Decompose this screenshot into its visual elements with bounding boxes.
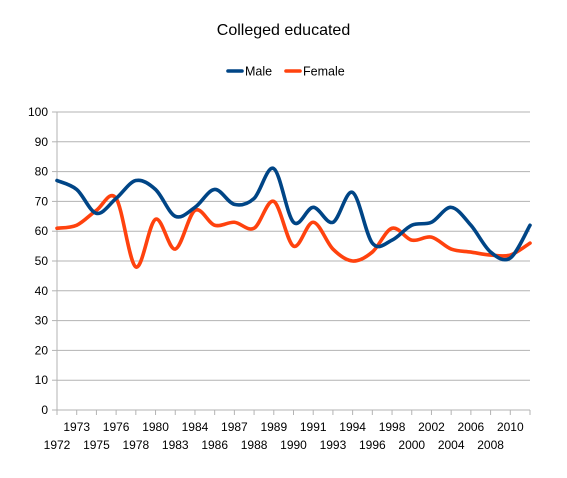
y-tick-label: 70: [35, 194, 49, 208]
x-tick-label: 2002: [418, 420, 445, 434]
x-tick-label: 1993: [320, 438, 347, 452]
legend-label-male: Male: [245, 65, 272, 79]
y-tick-label: 10: [35, 373, 49, 387]
x-tick-label: 2008: [477, 438, 504, 452]
y-tick-label: 80: [35, 165, 49, 179]
x-tick-label: 2010: [497, 420, 524, 434]
x-tick-label: 1996: [359, 438, 386, 452]
legend-label-female: Female: [303, 65, 345, 79]
x-tick-label: 1989: [260, 420, 287, 434]
x-tick-label: 1983: [162, 438, 189, 452]
x-tick-label: 1978: [122, 438, 149, 452]
legend: Male Female: [226, 65, 345, 79]
y-tick-label: 40: [35, 284, 49, 298]
y-tick-label: 20: [35, 343, 49, 357]
x-tick-label: 1986: [201, 438, 228, 452]
chart-title: Colleged educated: [217, 22, 350, 39]
y-tick-label: 100: [28, 105, 48, 119]
y-tick-label: 0: [41, 403, 48, 417]
x-tick-label: 1980: [142, 420, 169, 434]
x-tick-label: 1972: [44, 438, 71, 452]
x-tick-label: 1984: [182, 420, 209, 434]
x-tick-label: 1973: [63, 420, 90, 434]
x-tick-label: 1991: [300, 420, 327, 434]
x-tick-label: 1975: [83, 438, 110, 452]
x-tick-label: 1976: [103, 420, 130, 434]
y-tick-label: 90: [35, 135, 49, 149]
series-line-male: [55, 166, 532, 262]
axes: 0 10 20 30 40 50 60 70 80 90 100 1972 1975 1978 1983 19…: [28, 105, 531, 452]
y-tick-label: 60: [35, 224, 49, 238]
x-tick-label: 1988: [241, 438, 268, 452]
x-tick-label: 2000: [398, 438, 425, 452]
x-tick-label: 1998: [379, 420, 406, 434]
series-line-female: [55, 193, 532, 269]
x-tick-label: 1990: [280, 438, 307, 452]
y-tick-label: 50: [35, 254, 49, 268]
x-tick-label: 1994: [339, 420, 366, 434]
x-tick-label: 1987: [221, 420, 248, 434]
y-tick-label: 30: [35, 314, 49, 328]
x-tick-label: 2004: [438, 438, 465, 452]
gridlines: [57, 111, 530, 411]
series-lines: [55, 166, 532, 269]
x-tick-label: 2006: [458, 420, 485, 434]
